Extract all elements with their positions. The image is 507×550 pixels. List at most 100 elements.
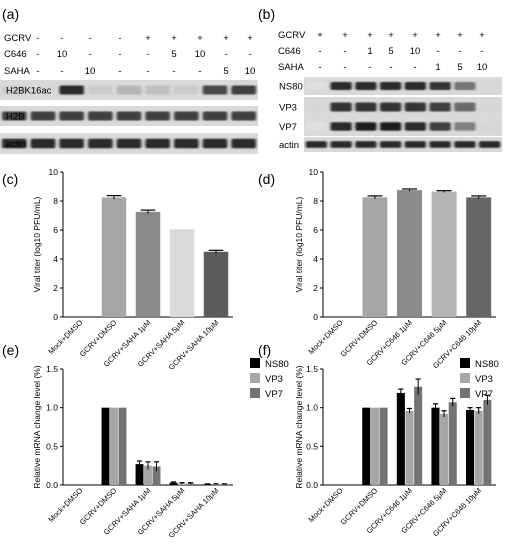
chart-e-legend-label-vp3: VP3 — [265, 374, 283, 385]
blot-b-cell: - — [458, 46, 461, 57]
blot-b-band-ns80 — [305, 81, 328, 91]
blot-a-cell: 10 — [245, 66, 256, 77]
blot-a-cell: - — [118, 66, 121, 77]
chart-e-bar-vp7 — [186, 483, 195, 485]
chart-f-bar-vp7 — [483, 399, 492, 485]
panel-letter-f: (f) — [258, 342, 271, 358]
blot-a-band-actin — [30, 138, 56, 149]
blot-a-row-label-gcrv: GCRV — [4, 33, 32, 44]
blot-a-band-h2b — [116, 111, 142, 121]
blot-a-band-h2bk16ac — [116, 85, 142, 95]
blot-b-band-vp7 — [379, 122, 402, 131]
blot-b-cell: + — [388, 30, 394, 41]
chart-f-bar-ns80 — [396, 392, 405, 485]
blot-b-cell: 1 — [367, 46, 372, 57]
chart-f-bar-vp3 — [370, 407, 379, 485]
blot-a-band-actin — [2, 138, 27, 149]
chart-f-y-tick-label: 0.5 — [306, 441, 318, 451]
blot-b-band-vp7 — [404, 122, 427, 131]
blot-b-band-ns80 — [330, 81, 352, 91]
blot-b-cell: 10 — [410, 46, 421, 57]
blot-b-band-vp7 — [454, 122, 476, 131]
chart-f-legend-label-vp7: VP7 — [475, 389, 493, 400]
chart-e-bar-ns80 — [169, 482, 178, 485]
blot-a-band-h2bk16ac — [59, 85, 84, 95]
blot-b-cell: + — [435, 30, 441, 41]
chart-c-y-tick-label: 10 — [49, 167, 59, 177]
blot-a-band-h2b — [59, 111, 84, 121]
chart-f-bar-ns80 — [431, 407, 440, 485]
blot-b-band-vp3 — [478, 102, 501, 112]
blot-a-cell: - — [88, 49, 91, 60]
blot-a-band-h2bk16ac — [231, 85, 256, 95]
chart-e-y-tick-label: 1.0 — [46, 403, 58, 413]
blot-b-band-actin — [429, 141, 451, 148]
chart-e-y-axis-label: Relative mRNA change level (%) — [32, 365, 42, 488]
chart-d-y-axis-label: Viral titer (log10 PFU/mL) — [294, 196, 304, 292]
blot-b-cell: + — [317, 30, 323, 41]
blot-b-cell: + — [367, 30, 373, 41]
blot-b-band-actin — [355, 141, 377, 148]
blot-a-band-h2bk16ac — [2, 85, 27, 95]
blot-a-cell: - — [146, 49, 149, 60]
blot-a-cell: - — [60, 33, 63, 44]
chart-e-bar-vp3 — [178, 483, 186, 485]
blot-b-band-vp7 — [429, 122, 451, 131]
blot-b-band-label-ns80: NS80 — [279, 82, 303, 93]
blot-b-cell: - — [343, 46, 346, 57]
blot-b-band-actin — [305, 141, 328, 148]
blot-b-cell: + — [342, 30, 348, 41]
blot-a-cell: + — [171, 33, 177, 44]
chart-c-bar — [135, 211, 161, 317]
blot-b-cell: + — [479, 30, 485, 41]
blot-a-cell: - — [36, 66, 39, 77]
blot-b-cell: - — [436, 46, 439, 57]
chart-f-bar-vp7 — [448, 402, 457, 485]
blot-b-band-vp7 — [355, 122, 377, 131]
blot-b-cell: - — [389, 62, 392, 73]
blot-a-band-h2b — [145, 111, 170, 121]
blot-a-cell: 5 — [171, 49, 176, 60]
blot-a-cell: - — [118, 33, 121, 44]
chart-d-y-tick-label: 0 — [313, 312, 318, 322]
blot-b-band-ns80 — [379, 81, 402, 91]
blot-b-cell: - — [413, 62, 416, 73]
blot-b-cell: 10 — [477, 62, 488, 73]
blot-b-band-vp3 — [305, 102, 328, 112]
chart-f-bar-ns80 — [362, 407, 371, 485]
blot-b-band-vp7 — [305, 122, 328, 131]
blot-a-band-actin — [231, 138, 256, 149]
blot-b-band-actin — [454, 141, 476, 148]
chart-d-y-tick-label: 4 — [313, 254, 318, 264]
chart-e-bar-vp3 — [110, 407, 118, 485]
blot-b-strip-vp3 — [304, 97, 502, 117]
chart-f-y-axis-label: Relative mRNA change level (%) — [294, 365, 304, 488]
chart-c-bar — [101, 197, 127, 317]
blot-b-cell: + — [457, 30, 463, 41]
chart-f-legend-label-ns80: NS80 — [475, 359, 499, 370]
chart-f-y-tick-label: 1.0 — [306, 403, 318, 413]
chart-d: 0 2 4 6 8 10 Viral titer (log10 PFU/mL) Mock+DM… — [294, 167, 496, 370]
blot-b-cell: - — [318, 46, 321, 57]
chart-f-bar-ns80 — [466, 409, 475, 485]
blot-a-band-h2b — [88, 111, 113, 121]
blot-a-cell: - — [60, 66, 63, 77]
chart-d-y-tick-label: 2 — [313, 283, 318, 293]
blot-b-band-actin — [379, 141, 402, 148]
blot-a-band-h2bk16ac — [202, 85, 228, 95]
blot-a-cell: - — [224, 49, 227, 60]
chart-f-y-tick-label: 1.5 — [306, 364, 318, 374]
panel-letter-e: (e) — [2, 342, 19, 358]
blot-b-band-ns80 — [454, 81, 476, 91]
chart-d-bar — [397, 190, 422, 317]
blot-a-cell: - — [118, 49, 121, 60]
blot-b-cell: 1 — [435, 62, 440, 73]
chart-e-bar-ns80 — [135, 464, 144, 485]
chart-f-bar-vp7 — [414, 386, 423, 485]
blot-a-band-actin — [174, 138, 199, 149]
chart-d-bar — [362, 197, 388, 317]
panel-letter-d: (d) — [258, 171, 275, 187]
blot-a-cell: 10 — [85, 66, 96, 77]
blot-a-row-label-c646: C646 — [4, 49, 27, 60]
